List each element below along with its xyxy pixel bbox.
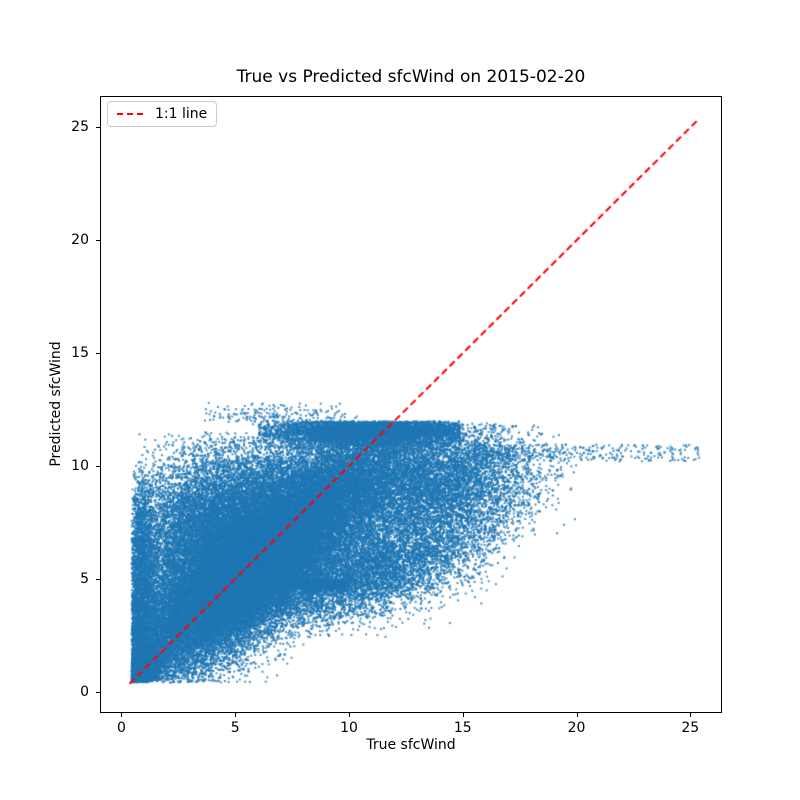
y-tick-label: 15 xyxy=(71,345,89,362)
y-tick-mark xyxy=(96,353,100,355)
legend-dashed-line-icon xyxy=(117,113,147,115)
y-tick-label: 25 xyxy=(71,119,89,136)
legend-label: 1:1 line xyxy=(155,106,208,122)
y-tick-mark xyxy=(96,691,100,693)
x-tick-mark xyxy=(349,713,350,717)
x-tick-mark xyxy=(462,713,464,717)
x-tick-label: 10 xyxy=(340,720,358,736)
y-tick-label: 10 xyxy=(71,458,89,474)
y-tick-mark xyxy=(96,127,100,129)
plot-area: 1:1 line xyxy=(100,96,722,713)
x-tick-mark xyxy=(235,713,237,717)
y-tick-label: 20 xyxy=(71,232,89,249)
y-tick-label: 5 xyxy=(80,570,89,587)
y-tick-mark xyxy=(96,240,100,242)
x-tick-mark xyxy=(690,713,692,717)
x-tick-label: 25 xyxy=(681,720,700,736)
y-tick-mark xyxy=(96,466,100,467)
legend: 1:1 line xyxy=(107,101,218,127)
y-tick-mark xyxy=(96,578,100,580)
x-tick-label: 5 xyxy=(230,720,240,736)
x-tick-label: 0 xyxy=(117,720,126,736)
x-axis-label: True sfcWind xyxy=(366,737,456,753)
y-tick-label: 0 xyxy=(80,683,89,700)
x-tick-label: 20 xyxy=(567,720,586,736)
scatter-canvas xyxy=(101,97,721,712)
x-tick-mark xyxy=(121,713,123,717)
chart-title: True vs Predicted sfcWind on 2015-02-20 xyxy=(236,67,586,87)
x-tick-label: 15 xyxy=(453,720,472,736)
x-tick-mark xyxy=(576,713,578,717)
